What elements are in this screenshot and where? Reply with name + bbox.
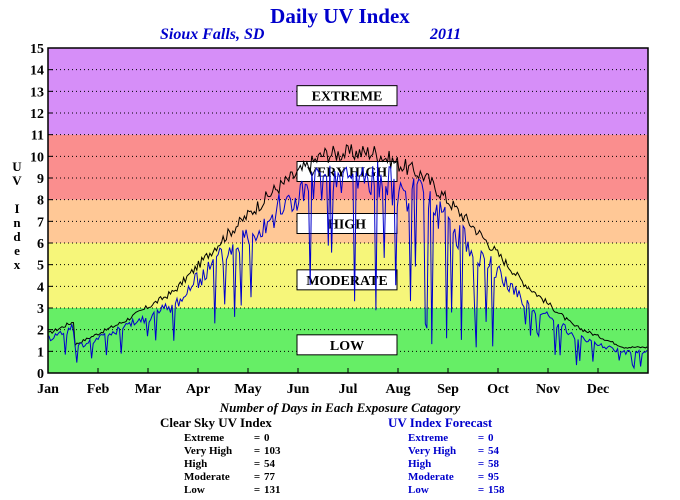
y-tick-label: 4 xyxy=(37,280,44,295)
y-tick-label: 8 xyxy=(37,194,44,209)
x-tick-label: Oct xyxy=(487,382,509,397)
forecast-row-equals: = xyxy=(474,484,488,497)
y-tick-label: 2 xyxy=(37,324,44,339)
forecast-row-value: 0 xyxy=(488,432,518,445)
x-tick-label: Sep xyxy=(437,382,459,397)
x-tick-label: Jan xyxy=(37,382,59,397)
forecast-row-name: High xyxy=(408,458,474,471)
y-tick-label: 3 xyxy=(37,302,44,317)
x-tick-label: May xyxy=(234,382,261,397)
clear-sky-row-equals: = xyxy=(250,458,264,471)
clear-sky-row: Low = 131 xyxy=(184,484,294,497)
y-tick-label: 10 xyxy=(30,150,44,165)
forecast-row-equals: = xyxy=(474,432,488,445)
forecast-row: Low = 158 xyxy=(408,484,518,497)
x-tick-label: Nov xyxy=(536,382,560,397)
forecast-row-equals: = xyxy=(474,471,488,484)
forecast-title: UV Index Forecast xyxy=(388,415,518,431)
y-tick-label: 12 xyxy=(30,107,44,122)
x-tick-label: Jul xyxy=(339,382,358,397)
forecast-row-name: Moderate xyxy=(408,471,474,484)
forecast-row-value: 95 xyxy=(488,471,518,484)
y-tick-label: 0 xyxy=(37,367,44,382)
clear-sky-row-name: Low xyxy=(184,484,250,497)
forecast-table: UV Index Forecast Extreme = 0 Very High = 54 H… xyxy=(388,415,518,497)
clear-sky-row-value: 103 xyxy=(264,445,294,458)
y-tick-label: 15 xyxy=(30,42,44,57)
y-tick-label: 6 xyxy=(37,237,44,252)
x-tick-label: Mar xyxy=(135,382,161,397)
forecast-row-value: 54 xyxy=(488,445,518,458)
clear-sky-row-name: Moderate xyxy=(184,471,250,484)
forecast-row: Extreme = 0 xyxy=(408,432,518,445)
clear-sky-row-equals: = xyxy=(250,471,264,484)
x-tick-label: Dec xyxy=(587,382,610,397)
band-label: EXTREME xyxy=(312,90,383,105)
x-tick-label: Apr xyxy=(186,382,210,397)
y-axis-label-letter: e xyxy=(10,244,24,258)
clear-sky-row-name: High xyxy=(184,458,250,471)
x-tick-label: Aug xyxy=(386,382,411,397)
clear-sky-row: Moderate = 77 xyxy=(184,471,294,484)
forecast-row-name: Very High xyxy=(408,445,474,458)
clear-sky-row-equals: = xyxy=(250,484,264,497)
y-tick-label: 1 xyxy=(37,345,44,360)
y-tick-label: 5 xyxy=(37,259,44,274)
summary-heading: Number of Days in Each Exposure Catagory xyxy=(0,400,680,416)
forecast-row-value: 58 xyxy=(488,458,518,471)
y-axis-label-letter: x xyxy=(10,258,24,272)
clear-sky-row-name: Extreme xyxy=(184,432,250,445)
clear-sky-row-equals: = xyxy=(250,445,264,458)
y-tick-label: 11 xyxy=(31,129,44,144)
clear-sky-row-value: 131 xyxy=(264,484,294,497)
y-axis-label-letter: n xyxy=(10,216,24,230)
forecast-row-name: Extreme xyxy=(408,432,474,445)
band-label: LOW xyxy=(330,339,364,354)
clear-sky-row: Very High = 103 xyxy=(184,445,294,458)
clear-sky-title: Clear Sky UV Index xyxy=(160,415,294,431)
y-axis-label-letter: V xyxy=(10,174,24,188)
clear-sky-row-value: 77 xyxy=(264,471,294,484)
y-axis-label-letter: d xyxy=(10,230,24,244)
clear-sky-row-name: Very High xyxy=(184,445,250,458)
forecast-row-equals: = xyxy=(474,458,488,471)
forecast-row: Very High = 54 xyxy=(408,445,518,458)
clear-sky-row-value: 54 xyxy=(264,458,294,471)
forecast-row-value: 158 xyxy=(488,484,518,497)
x-tick-label: Jun xyxy=(287,382,310,397)
y-tick-label: 9 xyxy=(37,172,44,187)
y-tick-label: 13 xyxy=(30,85,44,100)
clear-sky-row-equals: = xyxy=(250,432,264,445)
band-label: HIGH xyxy=(328,218,366,233)
y-tick-label: 14 xyxy=(30,64,44,79)
clear-sky-row-value: 0 xyxy=(264,432,294,445)
forecast-row: High = 58 xyxy=(408,458,518,471)
clear-sky-row: High = 54 xyxy=(184,458,294,471)
clear-sky-table: Clear Sky UV Index Extreme = 0 Very High = 10… xyxy=(160,415,294,497)
clear-sky-row: Extreme = 0 xyxy=(184,432,294,445)
forecast-row-equals: = xyxy=(474,445,488,458)
forecast-row-name: Low xyxy=(408,484,474,497)
forecast-row: Moderate = 95 xyxy=(408,471,518,484)
y-axis-label-letter: U xyxy=(10,160,24,174)
x-tick-label: Feb xyxy=(87,382,110,397)
y-tick-label: 7 xyxy=(37,215,44,230)
y-axis-label-letter: I xyxy=(10,202,24,216)
